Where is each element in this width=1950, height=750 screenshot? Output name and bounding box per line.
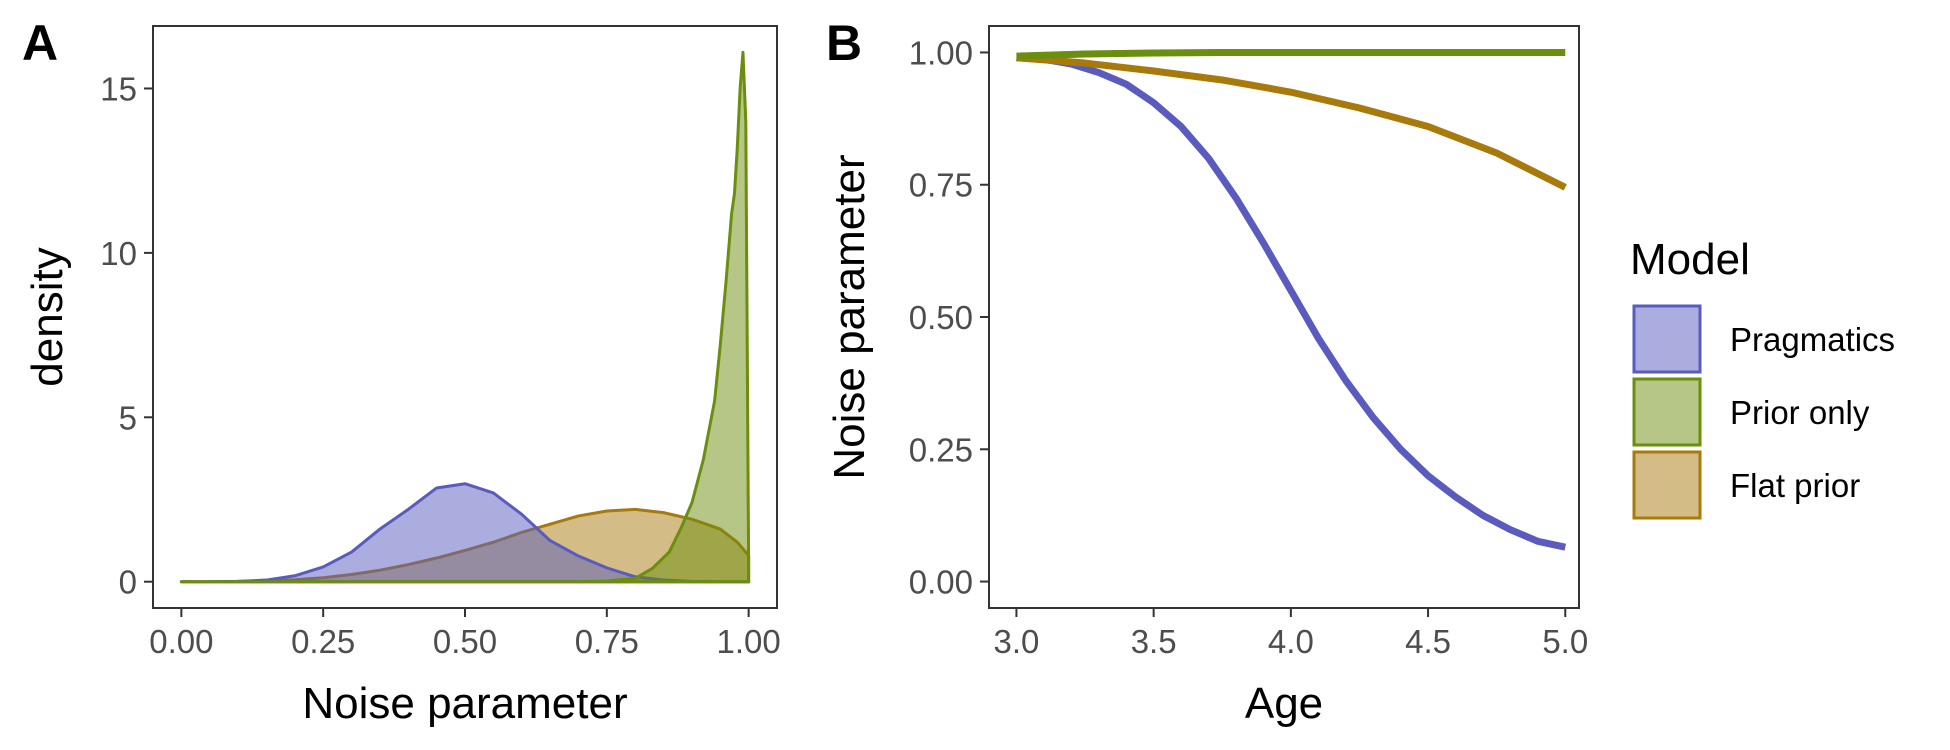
panel-a-density-prior-only [179,50,751,584]
panel-a-x-tick-label: 0.25 [291,623,355,660]
panel-a-x-tick-label: 1.00 [717,623,781,660]
panel-b-x-tick-label: 5.0 [1542,623,1588,660]
panel-a-x-tick-label: 0.00 [149,623,213,660]
panel-a-y-ticks: 0 5 10 15 [100,70,153,601]
panel-a-x-axis-title: Noise parameter [302,679,627,728]
legend-title: Model [1630,235,1750,284]
legend-item-prior-only: Prior only [1632,377,1870,447]
panel-b-x-ticks: 3.0 3.5 4.0 4.5 5.0 [994,608,1588,660]
panel-b-x-tick-label: 3.5 [1131,623,1177,660]
panel-b-line-prior-only [1016,48,1566,60]
panel-b-y-tick-label: 1.00 [909,34,973,71]
panel-a-x-tick-label: 0.50 [433,623,497,660]
panel-b-x-tick-label: 4.5 [1405,623,1451,660]
panel-b-y-tick-label: 0.50 [909,299,973,336]
panel-b-y-tick-label: 0.75 [909,167,973,204]
legend-item-pragmatics: Pragmatics [1632,304,1895,374]
panel-a-y-axis-title: density [23,247,72,386]
panel-b: B 3.0 3.5 4.0 4.5 5.0 0.00 0.25 0.50 0.75 1.00 A… [825,15,1588,728]
panel-a-plot-area [179,50,751,584]
panel-a-y-tick-label: 5 [119,399,137,436]
legend: Model Pragmatics Prior only Flat prior [1630,235,1895,520]
legend-item-flat-prior: Flat prior [1632,450,1860,520]
panel-a-y-tick-label: 15 [100,70,137,107]
panel-a-x-tick-label: 0.75 [575,623,639,660]
panel-a: A 0.00 0.25 0.50 0.75 1.00 0 5 10 15 Noise para… [22,15,781,728]
panel-a-y-tick-label: 0 [119,564,137,601]
panel-b-x-axis-title: Age [1245,679,1323,728]
legend-label-pragmatics: Pragmatics [1730,321,1895,358]
panel-b-line-pragmatics [1016,54,1567,551]
panel-b-line-flat-prior [1016,54,1567,191]
panel-b-y-axis-title: Noise parameter [825,154,874,479]
panel-b-y-ticks: 0.00 0.25 0.50 0.75 1.00 [909,34,989,601]
panel-a-y-tick-label: 10 [100,235,137,272]
panel-b-y-tick-label: 0.00 [909,564,973,601]
legend-key-prior-only [1632,377,1702,447]
panel-b-tag: B [826,15,862,71]
legend-label-flat-prior: Flat prior [1730,467,1860,504]
legend-key-pragmatics [1632,304,1702,374]
panel-b-x-tick-label: 3.0 [994,623,1040,660]
panel-a-tag: A [22,15,58,71]
legend-key-flat-prior [1632,450,1702,520]
panel-b-plot-area [1016,48,1567,551]
panel-a-x-ticks: 0.00 0.25 0.50 0.75 1.00 [149,608,781,660]
panel-b-x-tick-label: 4.0 [1268,623,1314,660]
legend-label-prior-only: Prior only [1730,394,1870,431]
panel-b-y-tick-label: 0.25 [909,431,973,468]
